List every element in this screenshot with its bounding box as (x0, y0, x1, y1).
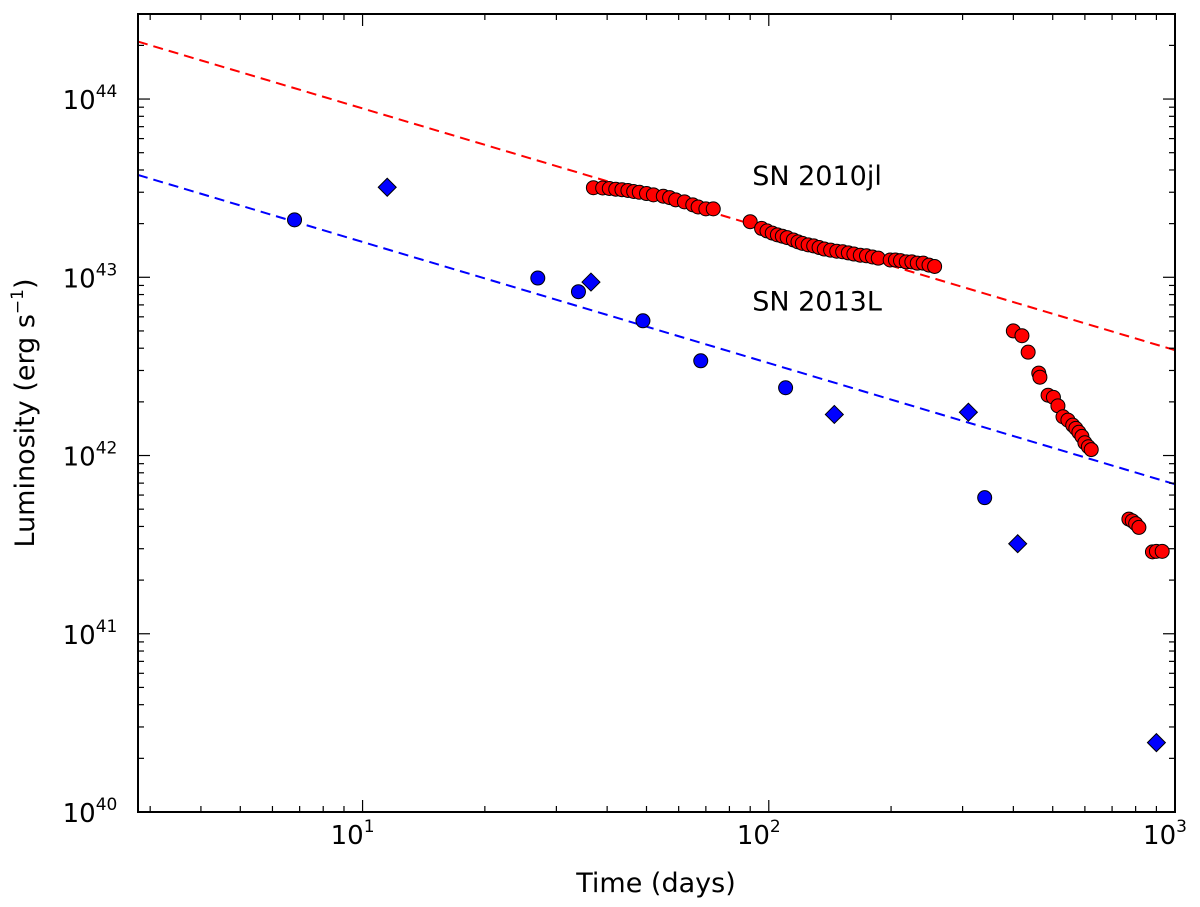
point-sn2010jl-circle (742, 214, 758, 230)
point-sn2010jl-circle (1154, 543, 1170, 559)
plot-frame (137, 13, 1176, 813)
point-sn2010jl-circle (1014, 328, 1030, 344)
fit-line-sn2010jl (138, 40, 1175, 352)
y-tick-label: 1042 (63, 439, 118, 473)
point-sn2013l-circle (635, 313, 651, 329)
x-tick-label: 103 (1143, 817, 1187, 851)
x-tick-label: 101 (331, 817, 375, 851)
point-sn2013l-diamond (958, 402, 979, 422)
point-sn2013l-circle (977, 490, 993, 506)
fit-line-sn2013l (138, 174, 1175, 486)
x-axis-label: Time (days) (575, 868, 735, 899)
point-sn2013l-diamond (1008, 534, 1028, 554)
y-axis-label-close: ) (10, 279, 41, 290)
point-sn2010jl-circle (927, 258, 943, 274)
axis-ticks (138, 14, 1176, 813)
annotation-sn2010jl: SN 2010jl (752, 161, 882, 192)
tick-labels: 101 102 103 1040 1041 1042 1043 1044 (63, 82, 1187, 851)
point-sn2010jl-circle (1032, 369, 1048, 385)
y-tick-label: 1043 (63, 260, 118, 294)
point-sn2013l-diamond (1146, 732, 1167, 753)
fit-lines (138, 40, 1175, 486)
y-axis-label-text: Luminosity (erg s (10, 314, 41, 547)
point-sn2013l-circle (778, 380, 794, 396)
point-sn2013l-circle (287, 212, 303, 228)
point-sn2010jl-circle (1020, 344, 1036, 360)
point-sn2013l-diamond (377, 177, 397, 197)
point-sn2013l-circle (693, 353, 709, 369)
point-sn2013l-diamond (581, 272, 601, 292)
point-sn2010jl-circle (1083, 442, 1099, 458)
point-sn2013l-circle (530, 270, 546, 286)
point-sn2010jl-circle (1131, 519, 1147, 535)
y-axis-label: Luminosity (erg s−1) (8, 279, 41, 548)
annotation-sn2013l: SN 2013L (752, 287, 882, 318)
y-axis-label-exp: −1 (8, 289, 28, 314)
x-tick-label: 102 (737, 817, 781, 851)
point-sn2010jl-circle (705, 201, 721, 217)
y-tick-label: 1041 (63, 617, 118, 651)
y-tick-label: 1044 (63, 82, 118, 116)
point-sn2013l-diamond (824, 404, 845, 425)
point-sn2013l-circle (570, 284, 586, 300)
y-tick-label: 1040 (63, 795, 118, 829)
data-points (287, 177, 1170, 753)
